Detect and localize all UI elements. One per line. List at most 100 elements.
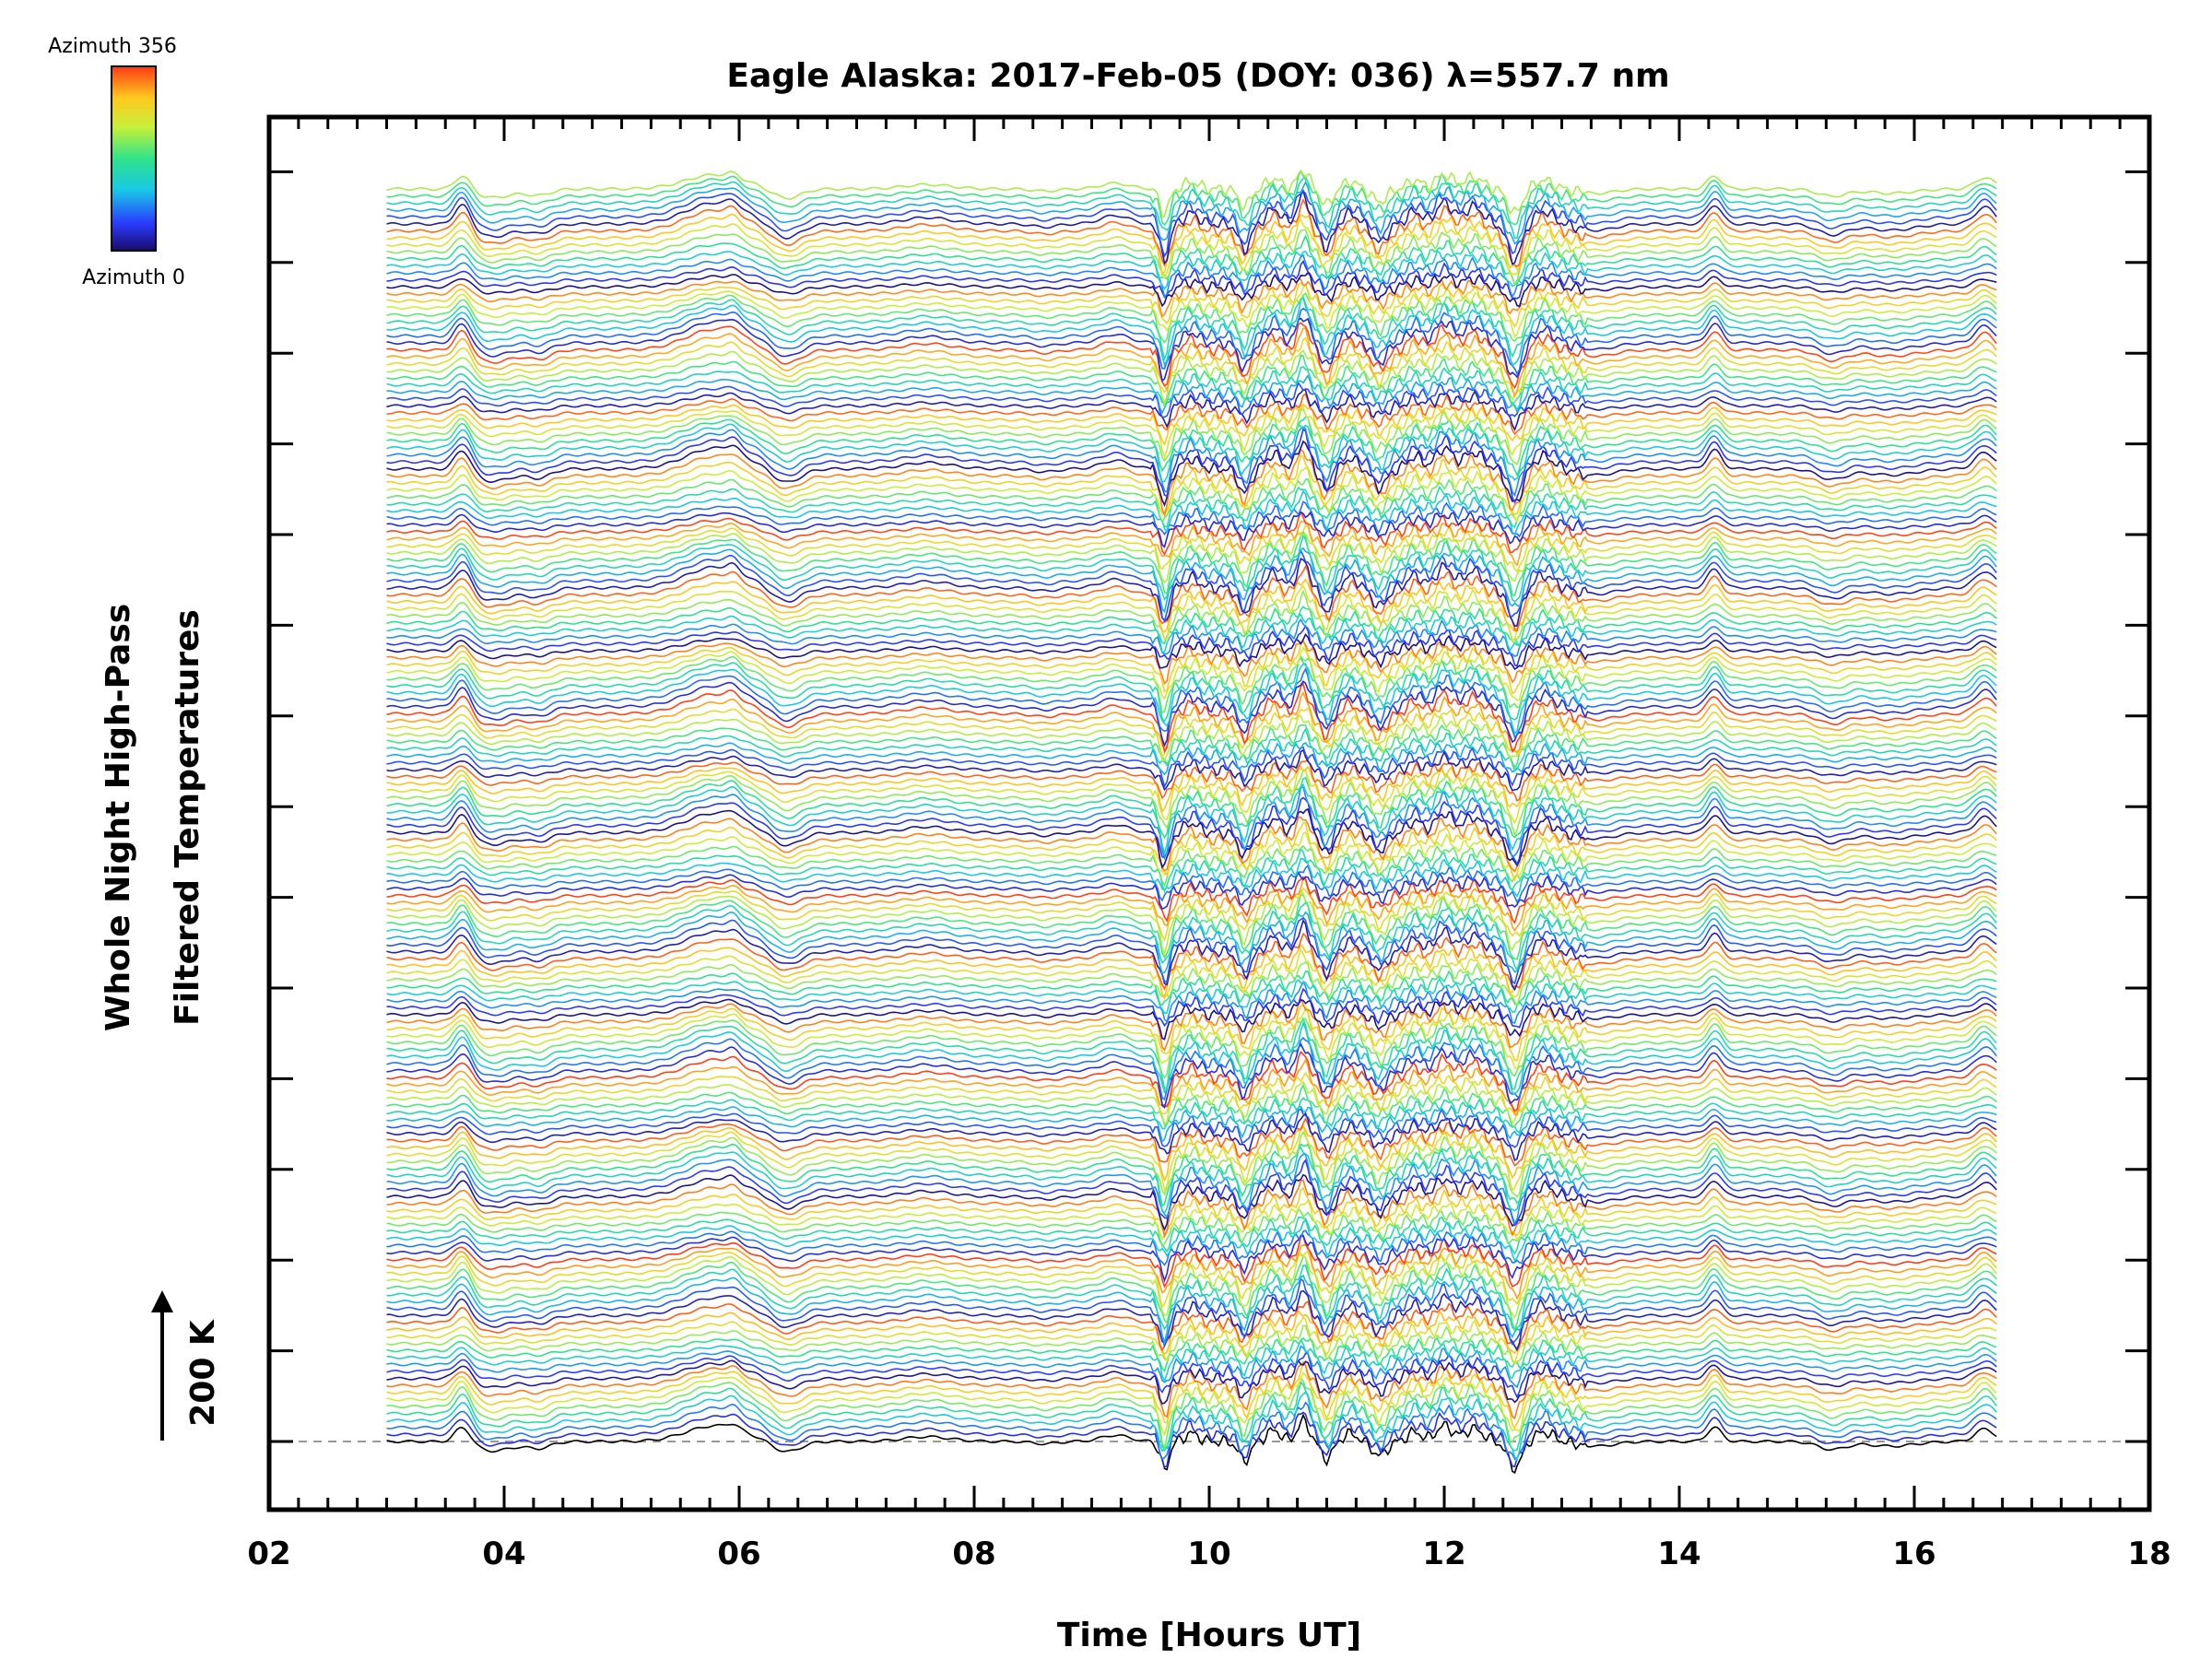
series-line xyxy=(386,213,1997,275)
series-line xyxy=(386,892,1997,960)
series-line xyxy=(386,1017,1997,1090)
series-line xyxy=(386,747,1997,789)
series-line xyxy=(386,624,1997,667)
series-line xyxy=(386,821,1997,882)
series-line xyxy=(386,423,1997,483)
series-line xyxy=(386,1277,1997,1348)
series-line xyxy=(386,175,1997,240)
series-line xyxy=(386,1005,1997,1062)
series-line xyxy=(386,250,1997,290)
series-line xyxy=(386,1147,1997,1215)
series-line xyxy=(386,282,1997,328)
series-line xyxy=(386,864,1997,904)
series-line xyxy=(386,764,1997,813)
series-line xyxy=(386,877,1997,933)
series-line xyxy=(386,282,1997,338)
series-line xyxy=(386,1324,1997,1365)
series-line xyxy=(386,830,1997,879)
series-line xyxy=(386,327,1997,399)
series-line xyxy=(386,998,1997,1041)
series-line xyxy=(386,589,1997,643)
series-line xyxy=(386,759,1997,802)
x-tick-label: 06 xyxy=(717,1535,760,1572)
x-tick-label: 12 xyxy=(1422,1535,1465,1572)
series-line xyxy=(386,1265,1997,1332)
series-line xyxy=(386,1018,1997,1079)
series-line xyxy=(386,260,1997,300)
series-line xyxy=(386,485,1997,529)
series-line xyxy=(386,741,1997,776)
y-axis-label-line1: Whole Night High-Pass xyxy=(100,604,137,1031)
series-line xyxy=(386,277,1997,318)
series-line xyxy=(386,1411,1997,1468)
scale-bar-arrowhead xyxy=(151,1290,173,1312)
series-line xyxy=(386,768,1997,837)
series-line xyxy=(386,336,1997,396)
series-line xyxy=(386,1380,1997,1453)
series-line xyxy=(386,453,1997,517)
series-line xyxy=(386,1083,1997,1129)
series-line xyxy=(386,987,1997,1029)
series-line xyxy=(386,1274,1997,1345)
series-line xyxy=(386,932,1997,991)
series-line xyxy=(386,189,1997,258)
series-line xyxy=(386,1244,1997,1300)
series-line xyxy=(386,918,1997,992)
series-line xyxy=(386,578,1997,633)
series-line xyxy=(386,547,1997,614)
series-line xyxy=(386,349,1997,406)
series-line xyxy=(386,1289,1997,1351)
series-line xyxy=(386,180,1997,245)
series-line xyxy=(386,640,1997,685)
series-line xyxy=(386,1352,1997,1399)
series-line xyxy=(386,403,1997,447)
series-line xyxy=(386,1413,1997,1475)
series-line xyxy=(386,706,1997,759)
series-line xyxy=(386,1130,1997,1198)
series-line xyxy=(386,1042,1997,1110)
series-line xyxy=(386,980,1997,1024)
series-line xyxy=(386,638,1997,695)
series-line xyxy=(386,1316,1997,1365)
colorbar-bottom-label: Azimuth 0 xyxy=(82,266,185,289)
series-line xyxy=(386,198,1997,268)
series-line xyxy=(386,1207,1997,1248)
series-line xyxy=(386,448,1997,518)
chart-title: Eagle Alaska: 2017-Feb-05 (DOY: 036) λ=5… xyxy=(726,57,1669,95)
series-line xyxy=(386,807,1997,869)
series-line xyxy=(386,1345,1997,1389)
scale-bar-label: 200 K xyxy=(184,1319,222,1427)
axis-ticks xyxy=(267,117,2151,1510)
series-line xyxy=(386,564,1997,632)
x-tick-label: 14 xyxy=(1657,1535,1700,1572)
series-line xyxy=(386,520,1997,567)
x-tick-label: 02 xyxy=(247,1535,290,1572)
series-line xyxy=(386,393,1997,436)
series-line xyxy=(386,613,1997,653)
series-line xyxy=(386,529,1997,597)
series-line xyxy=(386,531,1997,583)
series-line xyxy=(386,1058,1997,1116)
series-line xyxy=(386,296,1997,362)
series-line xyxy=(386,317,1997,382)
series-line xyxy=(386,416,1997,477)
series-line xyxy=(386,646,1997,701)
series-line xyxy=(386,234,1997,287)
series-line xyxy=(386,944,1997,1000)
series-line xyxy=(386,1338,1997,1383)
series-line xyxy=(386,1391,1997,1462)
series-line xyxy=(386,229,1997,286)
series-line xyxy=(386,679,1997,747)
series-line xyxy=(386,618,1997,658)
series-line xyxy=(386,901,1997,972)
series-line xyxy=(386,887,1997,942)
series-line xyxy=(386,1254,1997,1319)
series-line xyxy=(386,1216,1997,1256)
x-axis-label: Time [Hours UT] xyxy=(1057,1617,1361,1654)
series-line xyxy=(386,1124,1997,1193)
series-line xyxy=(386,911,1997,974)
series-line xyxy=(386,977,1997,1015)
series-line xyxy=(386,1117,1997,1167)
